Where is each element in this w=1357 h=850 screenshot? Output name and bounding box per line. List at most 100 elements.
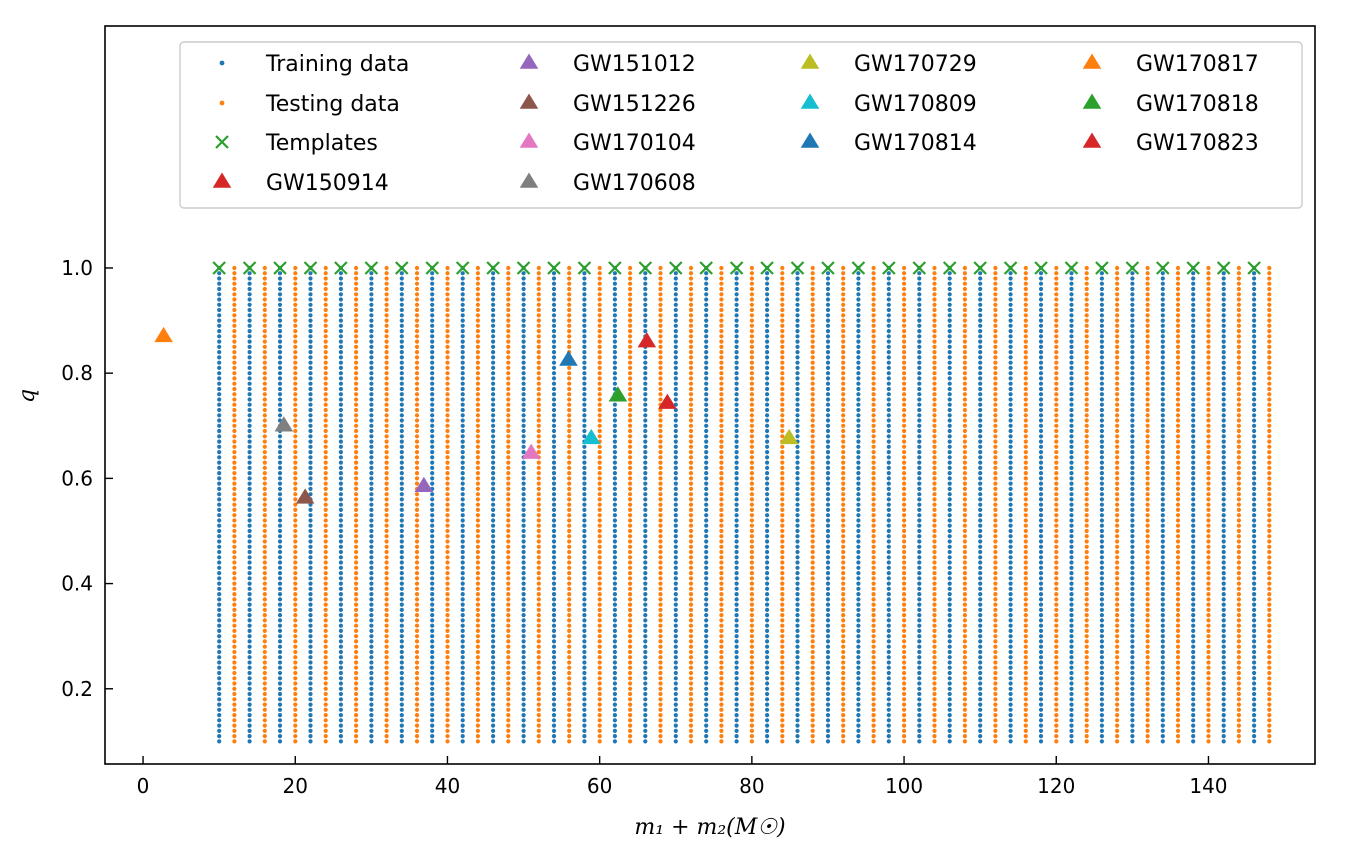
training-point: [1252, 397, 1257, 402]
training-point: [795, 649, 800, 655]
training-point: [1008, 502, 1013, 507]
testing-point: [780, 339, 785, 344]
training-point: [886, 723, 891, 728]
training-point: [825, 734, 831, 739]
testing-point: [232, 739, 237, 744]
training-point: [1221, 739, 1226, 744]
training-point: [1008, 655, 1013, 660]
testing-point: [293, 302, 298, 307]
testing-point: [536, 623, 541, 628]
testing-point: [293, 381, 298, 386]
testing-point: [323, 560, 328, 565]
testing-point: [506, 634, 511, 639]
training-point: [1221, 365, 1226, 370]
testing-point: [658, 576, 663, 581]
training-point: [491, 439, 496, 444]
testing-point: [414, 576, 420, 581]
training-point: [430, 581, 435, 586]
training-point: [1038, 486, 1044, 491]
testing-point: [384, 265, 389, 271]
training-point: [1130, 739, 1135, 744]
training-point: [825, 560, 831, 565]
training-point: [521, 670, 526, 676]
training-point: [338, 523, 343, 528]
testing-point: [749, 476, 755, 481]
training-point: [1191, 407, 1196, 413]
testing-point: [475, 423, 480, 428]
training-point: [978, 497, 983, 502]
testing-point: [475, 313, 480, 318]
training-point: [338, 502, 343, 507]
training-point: [947, 460, 952, 465]
training-point: [612, 329, 618, 334]
training-point: [795, 386, 800, 392]
training-point: [308, 276, 313, 281]
testing-point: [262, 392, 267, 397]
testing-point: [567, 265, 572, 271]
testing-point: [536, 392, 541, 397]
training-point: [491, 691, 496, 697]
training-point: [1191, 413, 1196, 418]
training-point: [947, 565, 952, 570]
training-point: [917, 713, 922, 718]
testing-point: [475, 507, 480, 512]
testing-point: [354, 571, 359, 576]
training-point: [1252, 723, 1257, 728]
training-point: [338, 313, 343, 318]
testing-point: [780, 518, 785, 523]
testing-point: [232, 276, 237, 281]
training-point: [1221, 523, 1226, 528]
training-point: [643, 313, 648, 318]
training-point: [1191, 707, 1196, 712]
training-point: [521, 439, 526, 444]
training-point: [369, 292, 374, 297]
testing-point: [262, 739, 267, 744]
training-point: [430, 523, 435, 528]
training-point: [795, 360, 800, 365]
testing-point: [658, 655, 663, 660]
testing-point: [384, 555, 389, 560]
testing-point: [414, 702, 420, 707]
training-point: [1191, 339, 1196, 344]
training-point: [978, 355, 983, 360]
testing-point: [597, 392, 602, 397]
testing-point: [506, 323, 511, 328]
training-point: [1069, 565, 1074, 570]
training-point: [521, 581, 526, 586]
training-point: [1160, 739, 1165, 744]
testing-point: [506, 486, 511, 491]
training-point: [399, 350, 404, 355]
training-point: [582, 549, 587, 555]
testing-point: [597, 597, 602, 602]
training-point: [1191, 428, 1196, 434]
training-point: [1038, 555, 1044, 560]
training-point: [582, 350, 587, 355]
testing-point: [719, 471, 724, 476]
training-point: [1221, 271, 1226, 276]
training-point: [338, 455, 343, 460]
training-point: [1191, 576, 1196, 581]
training-point: [460, 355, 465, 360]
testing-point: [597, 676, 602, 681]
testing-point: [262, 581, 267, 586]
testing-point: [810, 386, 815, 392]
training-point: [947, 634, 952, 639]
training-point: [734, 334, 739, 339]
testing-point: [506, 649, 511, 655]
testing-point: [658, 660, 663, 665]
testing-point: [293, 360, 298, 365]
training-point: [734, 549, 739, 555]
testing-point: [384, 618, 389, 623]
training-point: [399, 565, 404, 570]
training-point: [338, 571, 343, 576]
training-point: [825, 586, 831, 591]
training-point: [582, 649, 587, 655]
training-point: [338, 660, 343, 665]
training-point: [673, 502, 678, 507]
training-point: [399, 471, 404, 476]
training-point: [886, 334, 891, 339]
testing-point: [567, 697, 572, 702]
training-point: [308, 329, 313, 334]
training-point: [277, 392, 283, 397]
testing-point: [293, 670, 298, 676]
